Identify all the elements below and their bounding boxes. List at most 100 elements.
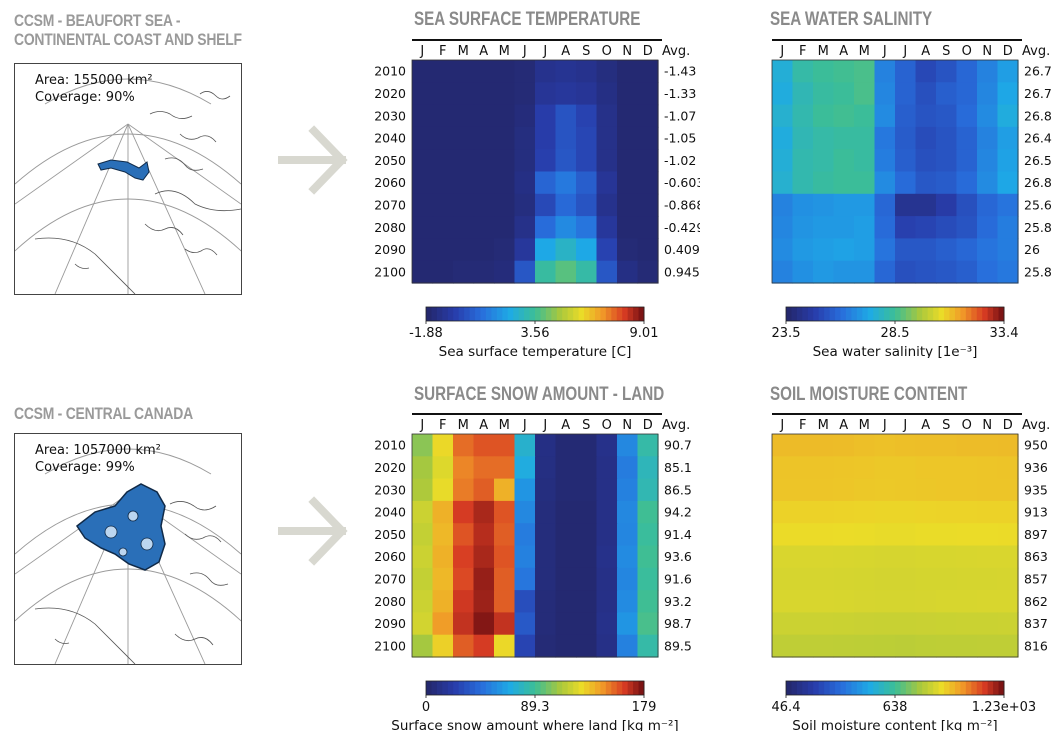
colorbar-segment bbox=[998, 307, 1005, 321]
heatmap-cell bbox=[412, 104, 434, 128]
heatmap-cell bbox=[874, 523, 896, 547]
heatmap-cell bbox=[412, 590, 434, 613]
colorbar-segment bbox=[982, 307, 989, 321]
colorbar-segment bbox=[540, 681, 547, 695]
heatmap-cell bbox=[494, 567, 516, 591]
colorbar-segment bbox=[976, 681, 983, 695]
heatmap-cell bbox=[854, 104, 876, 128]
avg-value: -0.603 bbox=[664, 175, 700, 190]
heatmap-cell bbox=[637, 456, 659, 480]
heatmap-cell bbox=[956, 500, 978, 524]
heatmap-cell bbox=[432, 216, 454, 239]
colorbar-segment bbox=[971, 681, 978, 695]
colorbar-segment bbox=[965, 307, 972, 321]
colorbar-segment bbox=[878, 307, 885, 321]
colorbar-segment bbox=[464, 681, 471, 695]
heatmap-cell bbox=[833, 238, 855, 262]
heatmap-cell bbox=[473, 238, 495, 262]
heatmap-cell bbox=[596, 523, 618, 547]
colorbar-segment bbox=[594, 307, 601, 321]
colorbar-segment bbox=[807, 681, 814, 695]
heatmap-cell bbox=[576, 612, 598, 636]
heatmap-cell bbox=[854, 171, 876, 195]
heatmap-cell bbox=[874, 612, 896, 636]
heatmap-cell bbox=[637, 634, 659, 658]
heatmap-cell bbox=[813, 193, 835, 217]
heatmap-cell bbox=[535, 149, 557, 173]
heatmap-cell bbox=[772, 193, 794, 217]
avg-value: 85.1 bbox=[664, 460, 692, 475]
heatmap-cell bbox=[895, 171, 917, 195]
colorbar-segment bbox=[960, 307, 967, 321]
colorbar-segment bbox=[840, 307, 847, 321]
heatmap-cell bbox=[833, 634, 855, 658]
heatmap-cell bbox=[514, 456, 536, 480]
colorbar-segment bbox=[862, 681, 869, 695]
avg-header: Avg. bbox=[1022, 418, 1050, 433]
heatmap-cell bbox=[453, 434, 475, 457]
map-area-label: Area: 1057000 km² bbox=[35, 443, 161, 458]
heatmap-cell bbox=[915, 478, 937, 502]
heatmap-cell bbox=[833, 456, 855, 480]
heatmap-cell bbox=[915, 634, 937, 658]
heatmap-cell bbox=[977, 104, 999, 128]
heatmap-cell bbox=[956, 434, 978, 457]
heatmap-cell bbox=[576, 216, 598, 239]
heatmap-cell bbox=[874, 590, 896, 613]
arrow-right-icon bbox=[278, 125, 348, 195]
heatmap-cell bbox=[915, 260, 937, 284]
heatmap-cell bbox=[874, 434, 896, 457]
heatmap-cell bbox=[617, 567, 639, 591]
colorbar-segment bbox=[605, 307, 612, 321]
heatmap-cell bbox=[936, 634, 958, 658]
heatmap-cell bbox=[555, 590, 577, 613]
heatmap-cell bbox=[494, 634, 516, 658]
heatmap-cell bbox=[956, 590, 978, 613]
heatmap-cell bbox=[535, 478, 557, 502]
colorbar-segment bbox=[905, 681, 912, 695]
heatmap-cell bbox=[936, 612, 958, 636]
heatmap-cell bbox=[956, 82, 978, 106]
month-label: F bbox=[799, 418, 806, 433]
colorbar-segment bbox=[431, 307, 438, 321]
heatmap-cell bbox=[956, 634, 978, 658]
heatmap-cell bbox=[596, 104, 618, 128]
heatmap-cell bbox=[977, 478, 999, 502]
heatmap-cell bbox=[637, 500, 659, 524]
heatmap-cell bbox=[637, 60, 659, 83]
heatmap-cell bbox=[473, 60, 495, 83]
colorbar-segment bbox=[502, 307, 509, 321]
heatmap-cell bbox=[915, 456, 937, 480]
heatmap-cell bbox=[874, 478, 896, 502]
heatmap-cell bbox=[895, 634, 917, 658]
month-label: O bbox=[962, 418, 972, 433]
heatmap-cell bbox=[792, 149, 814, 173]
heatmap-cell bbox=[813, 634, 835, 658]
heatmap-cell bbox=[453, 171, 475, 195]
month-label: F bbox=[439, 418, 446, 433]
heatmap-cell bbox=[617, 216, 639, 239]
heatmap-cell bbox=[535, 545, 557, 569]
panel-title-snow: SURFACE SNOW AMOUNT - LAND bbox=[414, 384, 665, 405]
heatmap-cell bbox=[453, 126, 475, 150]
heatmap-cell bbox=[535, 434, 557, 457]
heatmap-cell bbox=[874, 567, 896, 591]
colorbar-segment bbox=[556, 307, 563, 321]
heatmap-cell bbox=[854, 523, 876, 547]
heatmap-cell bbox=[977, 545, 999, 569]
colorbar-segment bbox=[611, 307, 618, 321]
heatmap-frame bbox=[771, 59, 1019, 284]
heatmap-cell bbox=[637, 434, 659, 457]
heatmap-cell bbox=[997, 545, 1019, 569]
colorbar-segment bbox=[458, 681, 465, 695]
month-label: J bbox=[779, 418, 784, 433]
heatmap-cell bbox=[936, 590, 958, 613]
avg-value: -1.07 bbox=[664, 108, 696, 123]
heatmap-cell bbox=[772, 149, 794, 173]
colorbar-segment bbox=[786, 681, 792, 695]
heatmap-cell bbox=[514, 104, 536, 128]
colorbar-segment bbox=[524, 307, 531, 321]
colorbar-segment bbox=[627, 681, 634, 695]
heatmap-cell bbox=[915, 523, 937, 547]
colorbar-segment bbox=[475, 307, 481, 321]
